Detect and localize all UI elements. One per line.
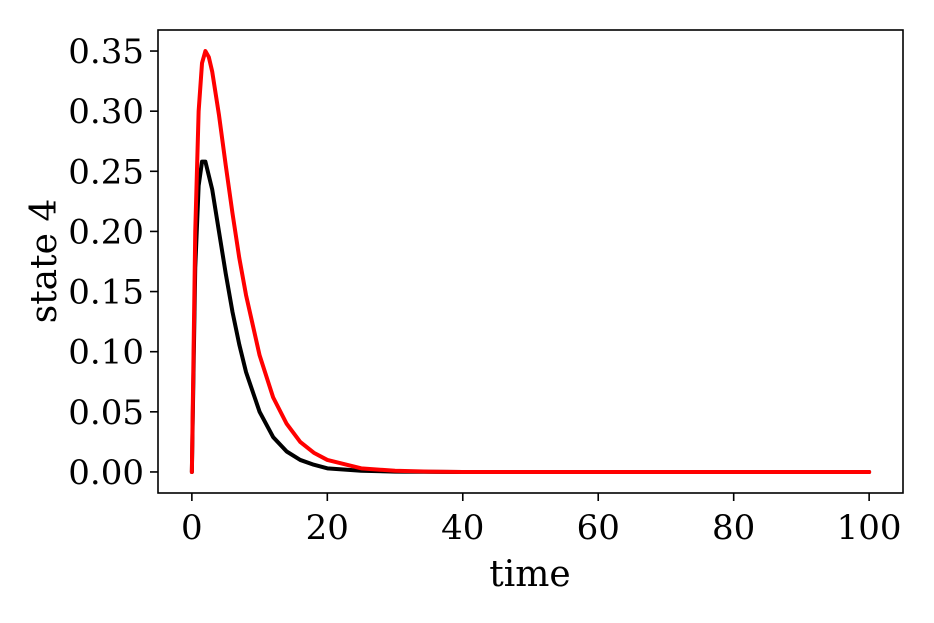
y-tick-label: 0.15 (68, 273, 144, 313)
series-line-2 (189, 49, 872, 474)
x-tick-label: 60 (577, 508, 620, 548)
y-tick-label: 0.05 (68, 393, 144, 433)
y-tick-label: 0.10 (68, 333, 144, 373)
y-tick-label: 0.25 (68, 152, 144, 192)
x-tick-label: 40 (441, 508, 484, 548)
y-tick-label: 0.00 (68, 453, 144, 493)
plot-lines (189, 49, 872, 474)
x-tick-label: 100 (837, 508, 902, 548)
x-tick-label: 20 (306, 508, 349, 548)
y-tick-label: 0.20 (68, 212, 144, 252)
x-axis: 0 20 40 60 80 100 (181, 493, 902, 548)
y-tick-label: 0.35 (68, 32, 144, 72)
y-axis-title: state 4 (24, 199, 65, 324)
y-tick-label: 0.30 (68, 92, 144, 132)
x-tick-label: 0 (181, 508, 203, 548)
series-line-1 (189, 159, 872, 474)
y-axis: 0.00 0.05 0.10 0.15 0.20 0.25 0.30 0.35 (68, 32, 158, 493)
x-tick-label: 80 (712, 508, 755, 548)
plot-frame (157, 29, 904, 494)
x-axis-title: time (489, 554, 570, 595)
